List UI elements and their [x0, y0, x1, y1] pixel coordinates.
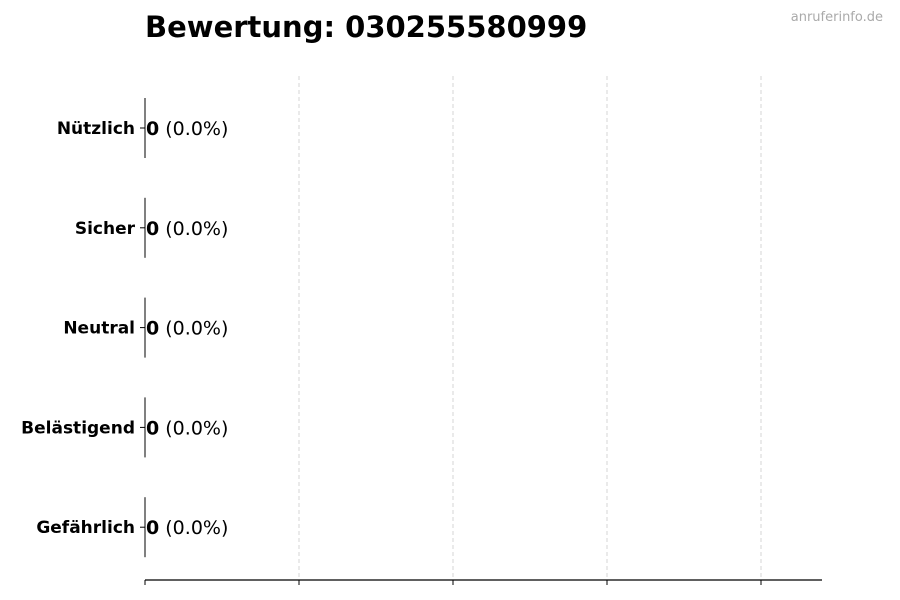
watermark: anruferinfo.de — [790, 10, 883, 25]
data-label-count: 0 — [146, 118, 159, 140]
y-tick-label: Nützlich — [57, 119, 135, 139]
chart-title: Bewertung: 030255580999 — [145, 10, 588, 44]
data-label-percent: (0.0%) — [159, 417, 228, 439]
data-label-count: 0 — [146, 417, 159, 439]
data-label-count: 0 — [146, 517, 159, 539]
data-label-count: 0 — [146, 218, 159, 240]
data-label: 0 (0.0%) — [146, 318, 228, 340]
y-tick-label: Neutral — [63, 319, 135, 339]
data-label: 0 (0.0%) — [146, 517, 228, 539]
data-label-percent: (0.0%) — [159, 318, 228, 340]
data-label-percent: (0.0%) — [159, 218, 228, 240]
data-label: 0 (0.0%) — [146, 417, 228, 439]
y-tick-label: Gefährlich — [36, 518, 135, 538]
y-tick-label: Sicher — [75, 219, 136, 239]
y-tick-label: Belästigend — [21, 418, 135, 438]
data-label-percent: (0.0%) — [159, 118, 228, 140]
data-label: 0 (0.0%) — [146, 118, 228, 140]
data-label-percent: (0.0%) — [159, 517, 228, 539]
data-label: 0 (0.0%) — [146, 218, 228, 240]
data-label-count: 0 — [146, 318, 159, 340]
